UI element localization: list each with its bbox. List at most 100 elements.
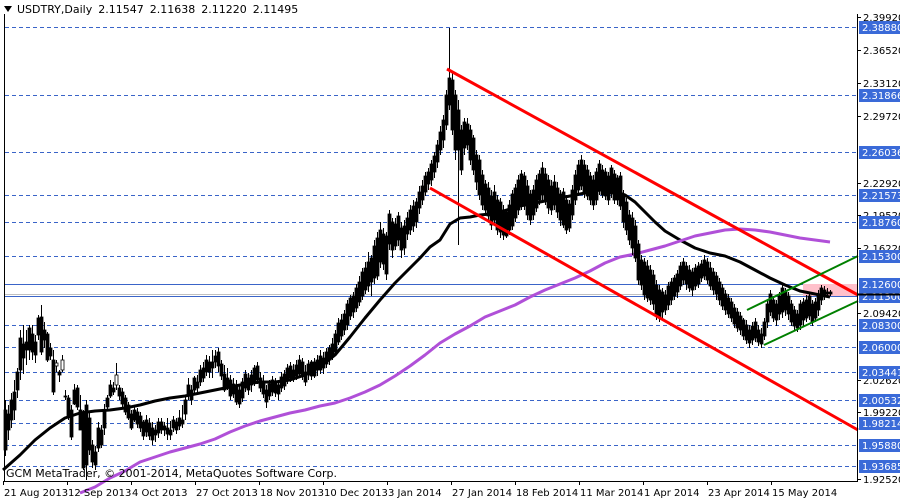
candle — [648, 265, 653, 305]
time-axis[interactable]: 21 Aug 2013 12 Sep 2013 4 Oct 2013 27 Oct 2… — [3, 481, 838, 499]
candle — [678, 262, 683, 290]
candle — [477, 155, 482, 200]
candle — [111, 382, 116, 395]
candle — [435, 140, 440, 168]
dropdown-triangle-icon[interactable] — [4, 6, 12, 12]
candle — [60, 355, 65, 372]
candle — [180, 405, 185, 428]
candle — [441, 115, 446, 148]
price-level-label: 1.93685 — [862, 462, 900, 473]
price-level-label-bg[interactable] — [859, 216, 900, 229]
price-level-label-bg[interactable] — [859, 366, 900, 379]
candle — [468, 125, 473, 165]
candle — [57, 370, 62, 382]
price-level-label: 2.03441 — [862, 368, 900, 379]
price-level-label-bg[interactable] — [859, 290, 900, 303]
candle — [639, 255, 644, 290]
candle — [531, 185, 536, 220]
green-channel-lower-line[interactable] — [763, 300, 859, 346]
low-price: 2.11220 — [201, 3, 247, 16]
chart-title-bar: USDTRY,Daily 2.11547 2.11638 2.11220 2.11495 — [4, 3, 298, 16]
x-tick-label: 27 Oct 2013 — [196, 488, 258, 499]
candle — [195, 375, 200, 392]
candle — [54, 360, 59, 372]
candle — [348, 295, 353, 320]
candle — [570, 185, 575, 220]
candle — [303, 365, 308, 386]
candle — [372, 240, 377, 284]
candle — [102, 404, 107, 435]
candle — [75, 385, 80, 410]
candle — [495, 195, 500, 235]
price-level-label: 1.98214 — [862, 419, 900, 430]
price-level-label: 2.21573 — [862, 191, 900, 202]
price-level-label-bg[interactable] — [859, 278, 900, 291]
candle — [573, 170, 578, 205]
candle — [45, 332, 50, 362]
red-channel-upper-line[interactable] — [446, 67, 859, 297]
candle — [534, 175, 539, 212]
candle — [792, 306, 797, 330]
candle — [216, 348, 221, 372]
price-level-label: 1.95880 — [862, 441, 900, 452]
price-level-label-bg[interactable] — [859, 394, 900, 407]
candle — [771, 296, 776, 322]
price-level-label-bg[interactable] — [859, 146, 900, 159]
price-level-label-bg[interactable] — [859, 417, 900, 430]
candle — [15, 368, 20, 398]
candle — [255, 362, 260, 384]
y-tick-label: 2.33120 — [863, 79, 900, 90]
price-level-label-bg[interactable] — [859, 460, 900, 473]
price-level-label-bg[interactable] — [859, 341, 900, 354]
candle — [300, 358, 305, 380]
candle — [732, 304, 737, 328]
green-channel-upper-line[interactable] — [746, 255, 859, 311]
candle — [807, 292, 812, 320]
candle — [726, 294, 731, 318]
candle — [471, 135, 476, 175]
candle — [414, 198, 419, 228]
candle — [210, 350, 215, 378]
candle — [498, 198, 503, 238]
price-level-label-bg[interactable] — [859, 250, 900, 263]
x-tick-label: 18 Feb 2014 — [516, 488, 578, 499]
copyright-text: GCM MetaTrader, © 2001-2014, MetaQuotes … — [6, 467, 337, 480]
candle — [453, 90, 458, 160]
candle — [789, 300, 794, 326]
candle — [402, 220, 407, 255]
candle — [567, 200, 572, 232]
candle — [183, 395, 188, 420]
price-axis[interactable]: 2.399202.365202.331202.297202.229202.195… — [857, 13, 900, 486]
candle — [12, 380, 17, 420]
candle — [105, 395, 110, 410]
candle — [510, 190, 515, 230]
ma-slow-line — [79, 227, 831, 495]
x-tick-label: 1 Apr 2014 — [644, 488, 699, 499]
candle — [537, 170, 542, 205]
candle — [633, 220, 638, 262]
candle — [579, 155, 584, 190]
candle — [522, 172, 527, 210]
red-channel-lower-line[interactable] — [429, 186, 859, 432]
candle — [585, 165, 590, 200]
trendlines[interactable] — [429, 67, 859, 432]
price-level-label-bg[interactable] — [859, 439, 900, 452]
candle — [486, 182, 491, 222]
price-level-label-bg[interactable] — [859, 21, 900, 34]
y-tick-label: 2.29720 — [863, 112, 900, 123]
candle — [561, 188, 566, 228]
candle — [618, 172, 623, 210]
candle — [501, 205, 506, 240]
price-level-label-bg[interactable] — [859, 189, 900, 202]
candle — [768, 290, 773, 316]
open-price: 2.11547 — [98, 3, 144, 16]
candle — [444, 90, 449, 130]
price-level-label-bg[interactable] — [859, 319, 900, 332]
candle — [519, 170, 524, 210]
price-level-label-bg[interactable] — [859, 89, 900, 102]
y-tick-label: 2.36520 — [863, 46, 900, 57]
candle — [603, 168, 608, 200]
y-tick-label: 2.02620 — [863, 376, 900, 387]
